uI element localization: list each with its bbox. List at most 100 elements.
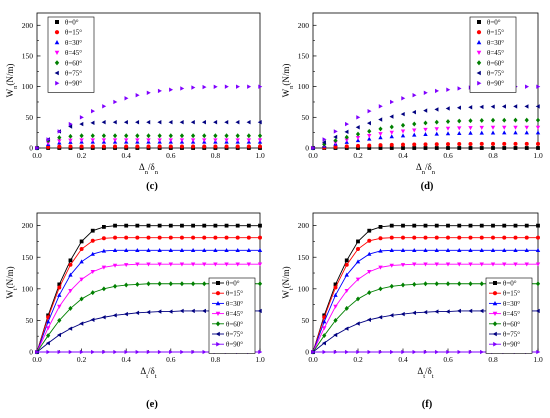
data-point — [146, 262, 151, 267]
data-point — [445, 281, 451, 287]
data-point — [535, 281, 541, 287]
data-point — [101, 236, 106, 241]
data-point — [224, 133, 229, 139]
data-point — [235, 235, 240, 240]
data-point — [112, 120, 117, 125]
y-axis-ticks: 0 50 100 150 200 — [298, 221, 317, 357]
x-tick-label: 0.2 — [77, 151, 87, 160]
series-square — [311, 223, 540, 354]
y-tick-label: 0 — [305, 144, 309, 153]
data-point — [179, 138, 185, 143]
data-point — [355, 277, 361, 282]
data-point — [524, 117, 529, 123]
data-point — [179, 133, 185, 139]
data-point — [468, 130, 473, 135]
legend-marker — [215, 311, 221, 316]
y-tick-label: 200 — [22, 221, 34, 230]
data-point — [524, 141, 529, 146]
data-point — [79, 259, 84, 264]
data-point — [434, 127, 439, 132]
data-point — [378, 132, 383, 137]
data-point — [311, 349, 316, 355]
data-point — [378, 265, 383, 270]
data-point — [536, 349, 541, 355]
data-point — [378, 225, 383, 229]
data-point — [423, 281, 428, 287]
data-point — [235, 247, 240, 252]
y-axis-title: Wn(N/m) — [281, 64, 295, 98]
data-point — [146, 120, 151, 125]
x-tick-label: 1.0 — [255, 151, 265, 160]
data-point — [57, 139, 62, 144]
chart-panel-4: 0.0 0.2 0.4 0.6 0.8 1.0 0 50 100 150 200 Δt/δt Wt(N/… — [281, 212, 543, 410]
data-point — [490, 104, 495, 109]
panel-label: (f) — [422, 399, 433, 410]
x-tick-label: 0.8 — [211, 151, 221, 160]
data-point — [191, 133, 196, 139]
data-point — [400, 282, 406, 288]
data-point — [344, 326, 349, 331]
data-point — [157, 262, 162, 267]
series-triangle-right — [311, 84, 541, 151]
data-point — [146, 223, 151, 228]
legend-entry: θ=90° — [65, 80, 82, 88]
legend: θ=0° θ=15° θ=30° θ=45° θ=60° θ=75° θ=90° — [469, 16, 517, 93]
data-point — [101, 120, 106, 125]
data-point — [536, 235, 540, 240]
legend-marker — [492, 311, 498, 316]
data-point — [146, 144, 151, 149]
data-point — [135, 281, 140, 287]
legend-box — [208, 277, 256, 354]
data-point — [235, 223, 240, 228]
data-point — [423, 108, 428, 113]
y-tick-label: 50 — [302, 316, 310, 325]
data-point — [79, 239, 84, 244]
data-point — [378, 248, 383, 253]
y-tick-label: 200 — [22, 21, 34, 30]
legend-marker — [54, 30, 60, 35]
data-point — [434, 247, 439, 252]
legend-entry: θ=60° — [65, 59, 82, 67]
legend-marker — [493, 281, 497, 285]
data-point — [502, 223, 507, 228]
data-point — [321, 140, 326, 145]
data-point — [411, 310, 416, 316]
data-point — [356, 115, 361, 120]
y-tick-label: 100 — [298, 284, 310, 293]
legend-entry: θ=15° — [503, 290, 520, 298]
data-point — [112, 283, 118, 289]
data-point — [213, 120, 218, 125]
data-point — [45, 340, 50, 346]
data-point — [202, 144, 207, 149]
data-point — [535, 130, 541, 135]
y-axis-ticks: 0 50 100 150 200 — [298, 21, 317, 153]
data-point — [344, 258, 349, 263]
data-point — [479, 235, 484, 240]
data-point — [135, 235, 140, 240]
data-point — [202, 247, 207, 252]
data-point — [246, 235, 251, 240]
data-point — [45, 141, 51, 146]
series-triangle-down — [310, 125, 541, 151]
data-point — [513, 141, 518, 146]
data-point — [423, 127, 428, 132]
data-point — [367, 270, 372, 275]
legend-entry: θ=90° — [226, 341, 243, 349]
data-point — [202, 262, 207, 267]
data-point — [135, 138, 140, 143]
data-point — [146, 349, 151, 355]
data-point — [434, 119, 439, 125]
data-point — [79, 138, 84, 143]
data-point — [135, 223, 140, 228]
legend-entry: θ=30° — [487, 39, 504, 47]
data-point — [356, 143, 360, 148]
data-point — [389, 142, 394, 147]
data-point — [124, 247, 129, 252]
data-point — [135, 247, 140, 252]
y-tick-label: 100 — [298, 82, 310, 91]
data-point — [434, 262, 439, 267]
x-axis-title: Δt/δt — [140, 366, 156, 380]
data-point — [190, 138, 196, 143]
data-point — [101, 265, 107, 270]
data-point — [535, 117, 541, 123]
